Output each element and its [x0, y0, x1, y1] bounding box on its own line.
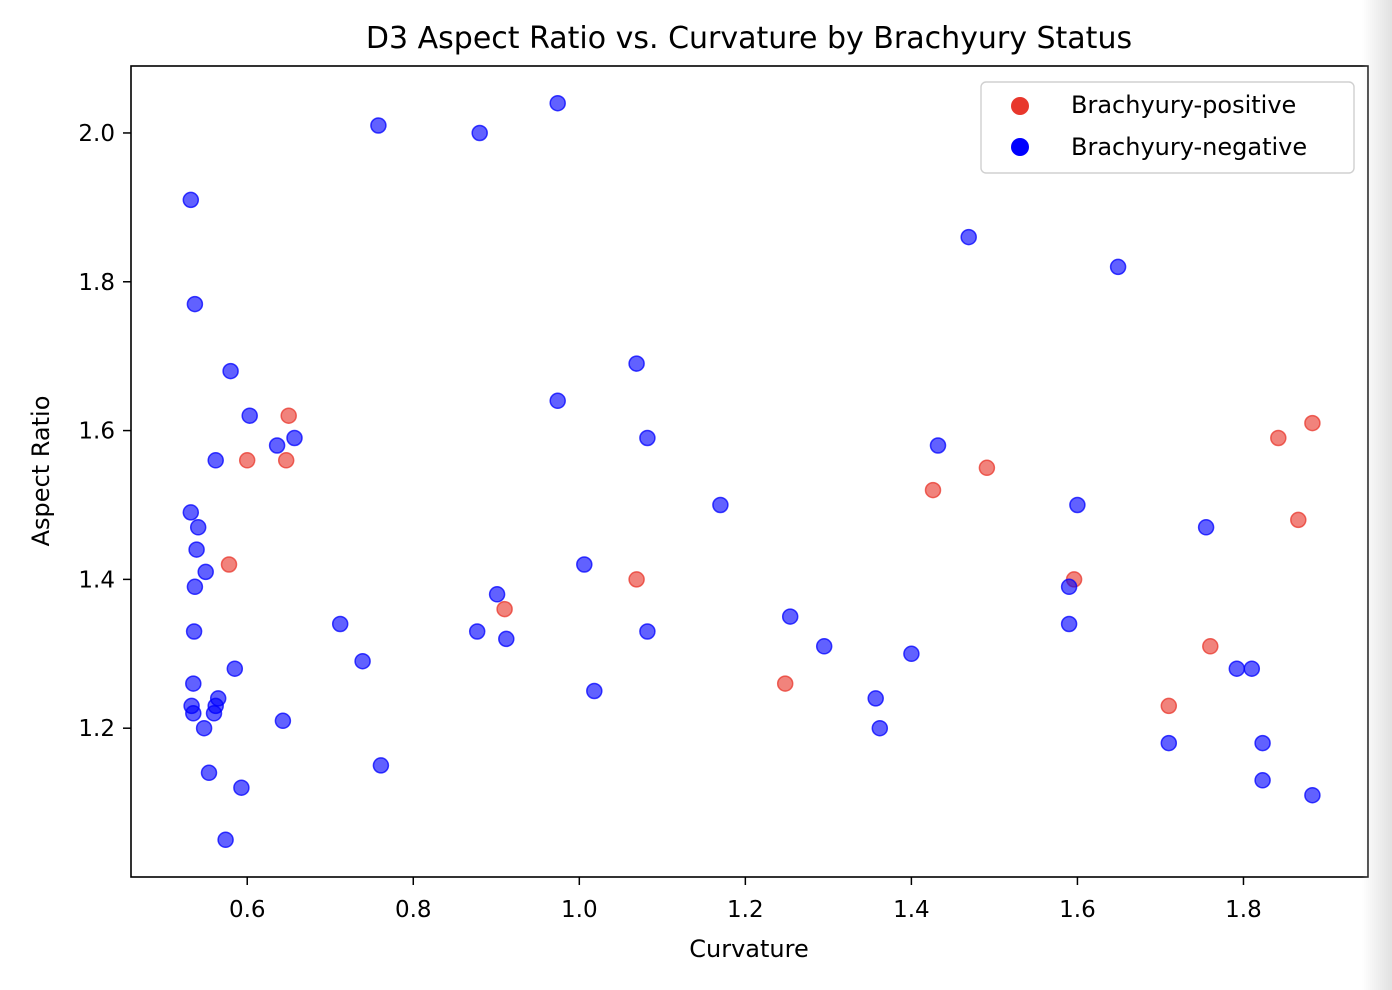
data-point-negative-25 — [331, 615, 349, 633]
data-point-negative-30 — [549, 94, 566, 112]
data-point-negative-1 — [186, 295, 204, 313]
data-point-negative-45 — [903, 645, 920, 663]
data-point-positive-1 — [277, 452, 295, 469]
legend-label-negative: Brachyury-negative — [1071, 133, 1307, 161]
data-point-positive-3 — [220, 556, 238, 573]
data-point-negative-22 — [200, 764, 218, 782]
data-point-negative-21 — [274, 712, 292, 730]
data-point-negative-49 — [1069, 496, 1086, 514]
data-point-negative-33 — [639, 429, 656, 447]
data-point-negative-24 — [217, 831, 234, 849]
x-tick-label: 1.0 — [561, 897, 598, 923]
data-point-negative-2 — [222, 362, 239, 380]
data-point-negative-27 — [372, 757, 390, 774]
data-point-negative-6 — [286, 429, 303, 447]
data-points — [182, 94, 1321, 849]
data-point-negative-12 — [185, 623, 203, 640]
data-point-negative-55 — [1243, 660, 1261, 677]
data-point-negative-8 — [189, 519, 207, 536]
data-point-negative-54 — [1228, 660, 1246, 677]
data-point-negative-13 — [185, 675, 202, 692]
x-tick-label: 0.8 — [395, 897, 432, 923]
data-point-negative-32 — [628, 355, 645, 372]
data-point-negative-53 — [1160, 734, 1178, 752]
data-point-negative-50 — [1060, 578, 1078, 596]
legend-label-positive: Brachyury-positive — [1071, 91, 1296, 119]
x-tick-label: 1.6 — [1059, 897, 1096, 923]
y-tick-label: 1.6 — [78, 419, 115, 445]
data-point-negative-56 — [1254, 734, 1271, 752]
data-point-negative-36 — [498, 630, 515, 648]
chart-title: D3 Aspect Ratio vs. Curvature by Brachyu… — [366, 21, 1132, 56]
data-point-negative-31 — [549, 392, 566, 410]
data-point-negative-4 — [207, 452, 224, 469]
data-point-negative-39 — [639, 623, 656, 640]
data-point-negative-28 — [370, 117, 387, 134]
data-point-negative-11 — [186, 578, 204, 596]
data-point-positive-0 — [238, 452, 256, 469]
data-point-negative-42 — [815, 638, 833, 655]
data-point-negative-34 — [488, 586, 506, 603]
data-point-negative-48 — [1109, 258, 1127, 276]
legend-marker-negative — [1011, 138, 1029, 156]
data-point-positive-7 — [924, 481, 942, 499]
data-point-negative-46 — [929, 437, 947, 454]
data-point-negative-52 — [1197, 519, 1215, 536]
y-tick-label: 1.2 — [78, 716, 115, 742]
data-point-positive-5 — [628, 571, 645, 588]
x-axis-label: Curvature — [689, 935, 808, 963]
y-axis-ticks: 1.2 1.4 1.6 1.8 2.0 — [78, 121, 131, 742]
data-point-negative-7 — [182, 504, 200, 521]
data-point-negative-19 — [205, 705, 223, 722]
data-point-negative-0 — [182, 191, 200, 209]
data-point-negative-29 — [471, 124, 488, 142]
data-point-negative-58 — [1304, 786, 1321, 804]
data-point-negative-40 — [712, 496, 729, 514]
data-point-negative-41 — [781, 608, 799, 625]
data-point-positive-10 — [1160, 697, 1178, 715]
legend-marker-positive — [1011, 97, 1029, 115]
legend-box — [980, 81, 1355, 174]
data-point-negative-44 — [871, 719, 889, 737]
y-tick-label: 1.4 — [78, 567, 115, 593]
data-point-positive-12 — [1270, 429, 1287, 447]
y-tick-label: 2.0 — [78, 121, 115, 147]
data-point-negative-20 — [195, 719, 213, 737]
x-tick-label: 1.2 — [727, 897, 764, 923]
data-point-negative-37 — [576, 556, 593, 573]
data-point-positive-11 — [1202, 638, 1219, 655]
data-point-positive-14 — [1304, 414, 1321, 432]
x-axis-ticks: 0.6 0.8 1.0 1.2 1.4 1.6 1.8 — [229, 877, 1262, 923]
x-tick-label: 0.6 — [229, 897, 266, 923]
data-point-negative-23 — [233, 779, 250, 796]
window-edge-shadow — [1362, 0, 1392, 990]
data-point-negative-57 — [1254, 772, 1271, 789]
data-point-negative-47 — [960, 228, 977, 246]
data-point-negative-17 — [185, 705, 202, 722]
data-point-negative-51 — [1060, 615, 1078, 633]
data-point-negative-5 — [268, 437, 286, 454]
y-tick-label: 1.8 — [78, 270, 115, 296]
data-point-negative-38 — [586, 682, 603, 700]
legend: Brachyury-positive Brachyury-negative — [980, 81, 1355, 174]
data-point-negative-3 — [241, 407, 258, 424]
data-point-negative-26 — [354, 652, 371, 670]
data-point-negative-43 — [867, 690, 884, 707]
plot-area-frame — [130, 65, 1369, 878]
data-point-positive-8 — [978, 459, 996, 477]
data-point-positive-13 — [1290, 511, 1307, 529]
y-axis-label: Aspect Ratio — [27, 396, 55, 547]
data-point-negative-9 — [188, 541, 205, 558]
data-point-negative-35 — [468, 623, 486, 640]
data-point-positive-2 — [280, 407, 297, 424]
data-point-negative-10 — [197, 563, 214, 581]
data-point-negative-14 — [226, 660, 244, 677]
data-point-positive-4 — [496, 600, 513, 618]
x-tick-label: 1.8 — [1225, 897, 1262, 923]
x-tick-label: 1.4 — [893, 897, 930, 923]
data-point-positive-6 — [776, 675, 794, 692]
